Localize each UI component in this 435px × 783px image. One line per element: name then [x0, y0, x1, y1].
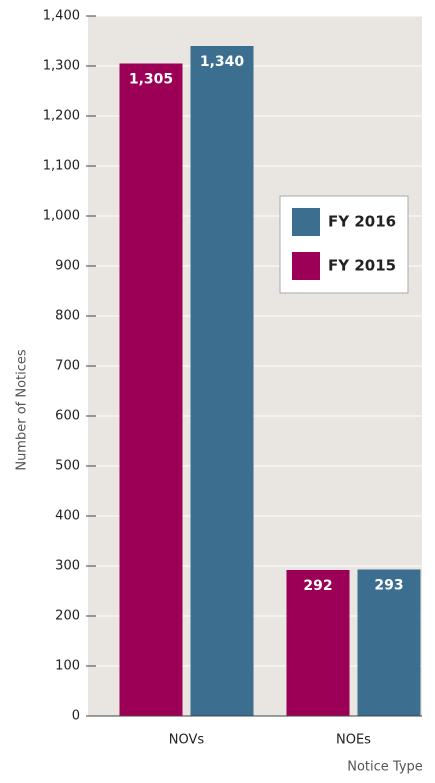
legend-label: FY 2016: [328, 213, 396, 231]
value-label: 293: [374, 578, 403, 594]
y-tick-label: 100: [55, 659, 80, 674]
value-label: 1,305: [129, 72, 173, 88]
y-tick-label: 1,100: [43, 159, 80, 174]
y-tick-label: 400: [55, 509, 80, 524]
y-tick-label: 800: [55, 309, 80, 324]
bar: [357, 569, 421, 716]
bar: [190, 46, 254, 716]
y-tick-label: 900: [55, 259, 80, 274]
y-tick-label: 1,000: [43, 209, 80, 224]
y-tick-label: 500: [55, 459, 80, 474]
x-tick-label: NOEs: [336, 733, 371, 748]
legend-label: FY 2015: [328, 257, 396, 275]
y-tick-label: 1,400: [43, 9, 80, 24]
y-tick-label: 200: [55, 609, 80, 624]
y-tick-label: 1,300: [43, 59, 80, 74]
value-label: 292: [303, 578, 332, 594]
x-axis-label: Notice Type: [347, 760, 423, 775]
y-tick-label: 0: [72, 709, 80, 724]
y-tick-label: 700: [55, 359, 80, 374]
bar: [286, 570, 350, 716]
legend-swatch: [292, 252, 320, 280]
value-label: 1,340: [200, 54, 245, 70]
legend-swatch: [292, 208, 320, 236]
y-axis-label: Number of Notices: [15, 349, 30, 471]
y-tick-label: 600: [55, 409, 80, 424]
y-tick-label: 300: [55, 559, 80, 574]
y-tick-label: 1,200: [43, 109, 80, 124]
bar: [119, 63, 183, 716]
x-tick-label: NOVs: [169, 733, 205, 748]
